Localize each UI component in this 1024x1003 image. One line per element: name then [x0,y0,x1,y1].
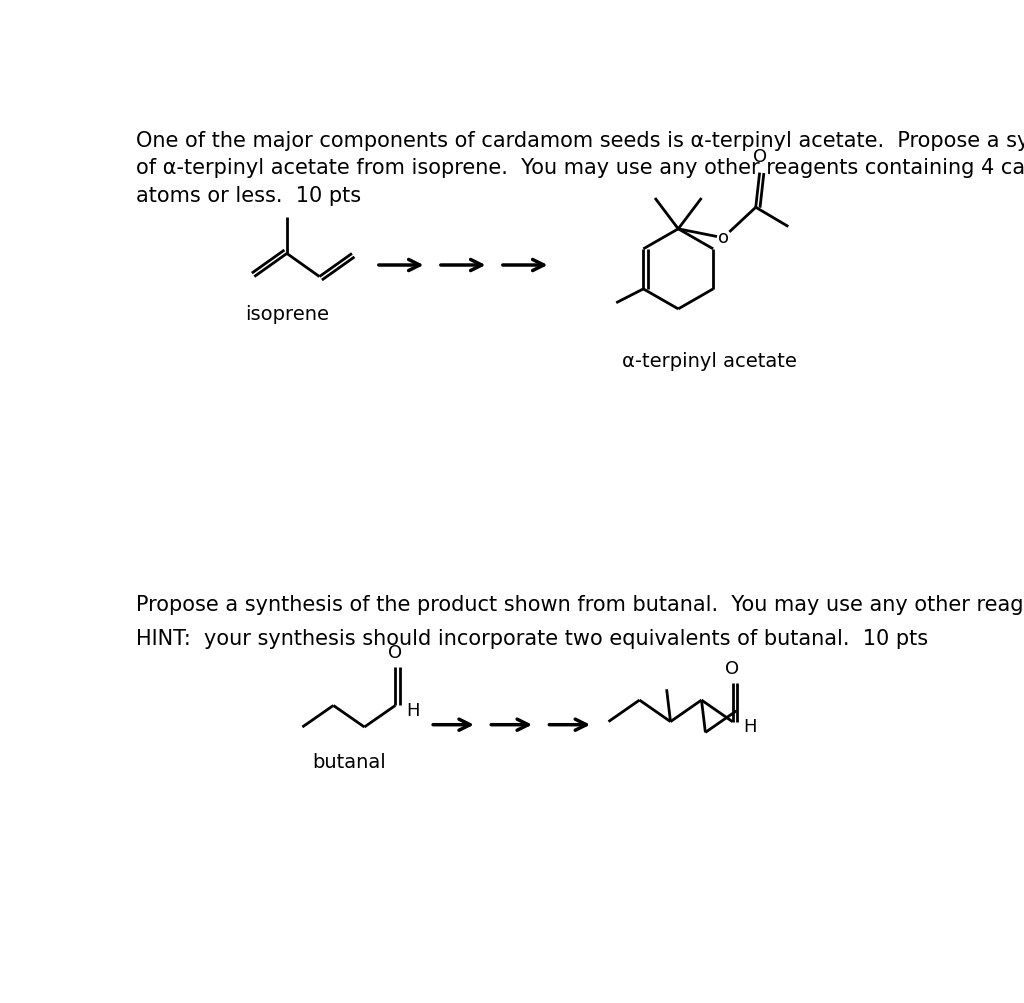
Text: isoprene: isoprene [245,304,329,323]
Text: o: o [718,229,729,247]
Text: O: O [388,643,402,661]
Text: H: H [743,717,757,735]
Text: One of the major components of cardamom seeds is α-terpinyl acetate.  Propose a : One of the major components of cardamom … [136,131,1024,206]
Text: Propose a synthesis of the product shown from butanal.  You may use any other re: Propose a synthesis of the product shown… [136,594,1024,614]
Text: α-terpinyl acetate: α-terpinyl acetate [622,352,797,371]
Text: O: O [725,659,739,677]
Text: HINT:  your synthesis should incorporate two equivalents of butanal.  10 pts: HINT: your synthesis should incorporate … [136,629,928,649]
Text: H: H [407,701,420,719]
Text: O: O [753,147,767,165]
Text: butanal: butanal [312,752,386,771]
